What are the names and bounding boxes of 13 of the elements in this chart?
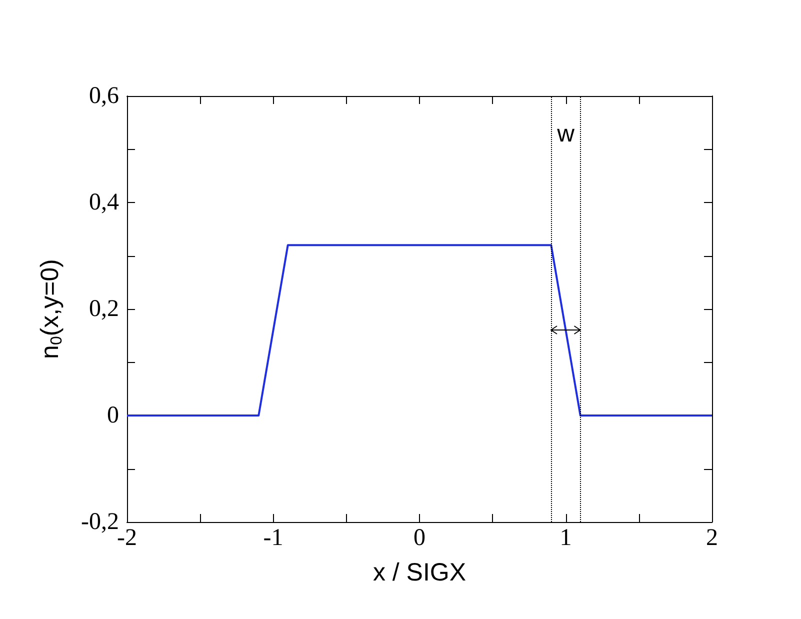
y-tick-label: 0,2 xyxy=(89,296,119,322)
y-tick-label: 0,6 xyxy=(89,83,119,109)
x-tick-label: 0 xyxy=(414,525,426,551)
y-tick-label: -0,2 xyxy=(81,509,119,535)
x-axis-title: x / SIGX xyxy=(372,558,466,586)
y-tick-label: 0 xyxy=(107,402,119,428)
y-tick-label: 0,4 xyxy=(89,190,119,216)
y-axis-title: n0(x,y=0) xyxy=(36,259,66,359)
x-tick-label: 2 xyxy=(706,525,718,551)
x-tick-label: 1 xyxy=(560,525,572,551)
annotation: w xyxy=(556,120,576,148)
x-tick-label: -1 xyxy=(263,525,284,551)
x-tick-label: -2 xyxy=(117,525,137,551)
